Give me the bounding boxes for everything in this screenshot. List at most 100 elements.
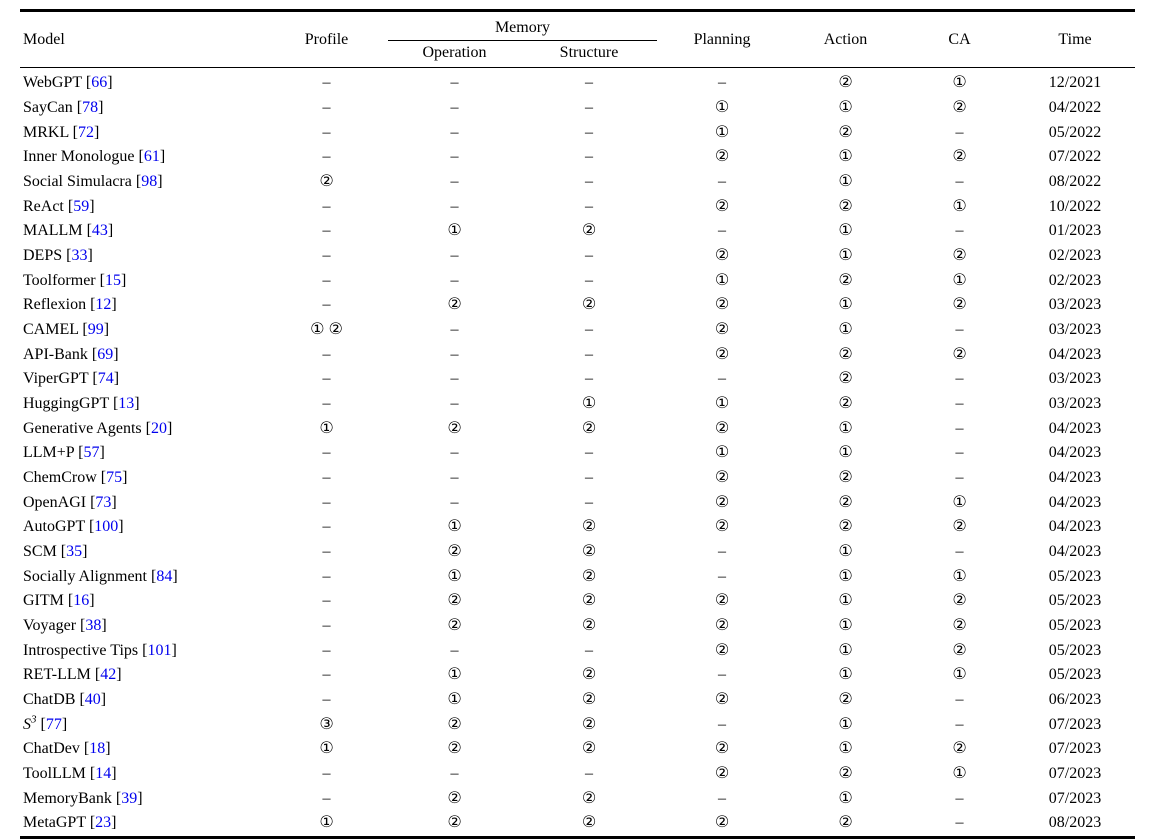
operation-cell: –: [450, 321, 459, 339]
planning-cell: ②: [714, 296, 730, 314]
table-row: SCM [35] – ② ② – ① – 04/2023: [20, 540, 1135, 565]
table-row: ReAct [59] – – – ② ② ① 10/2022: [20, 194, 1135, 219]
planning-cell: –: [718, 173, 727, 191]
profile-cell: –: [322, 444, 331, 462]
time-cell: 04/2023: [1048, 543, 1102, 561]
citation-ref-link[interactable]: 100: [94, 518, 119, 536]
table-row: ChatDev [18] ① ② ② ② ① ② 07/2023: [20, 737, 1135, 762]
model-cell: OpenAGI [73]: [20, 490, 265, 515]
time-cell: 07/2023: [1048, 715, 1102, 733]
citation-ref-link[interactable]: 42: [100, 666, 117, 684]
model-cell: WebGPT [66]: [20, 68, 265, 96]
table-row: Social Simulacra [98] ② – – – ① – 08/202…: [20, 170, 1135, 195]
citation-ref-link[interactable]: 35: [66, 543, 83, 561]
model-name: Generative Agents: [23, 419, 142, 437]
citation-ref-link[interactable]: 73: [95, 493, 112, 511]
citation-ref-link[interactable]: 43: [91, 222, 108, 240]
agents-comparison-table: Model Profile Memory Planning Action CA …: [20, 9, 1136, 839]
citation: [61]: [134, 148, 166, 166]
time-cell: 04/2023: [1048, 469, 1102, 487]
model-cell: Toolformer [15]: [20, 268, 265, 293]
citation: [101]: [138, 641, 177, 659]
table-row: ChemCrow [75] – – – ② ② – 04/2023: [20, 466, 1135, 491]
citation-ref-link[interactable]: 16: [73, 592, 90, 610]
planning-cell: –: [718, 789, 727, 807]
citation-ref-link[interactable]: 99: [87, 321, 104, 339]
ca-cell: –: [955, 691, 964, 709]
citation: [40]: [75, 691, 107, 709]
citation-ref-link[interactable]: 59: [73, 197, 90, 215]
citation-ref-link[interactable]: 72: [77, 123, 94, 141]
model-cell: ChatDB [40]: [20, 688, 265, 713]
action-cell: ②: [838, 271, 853, 289]
citation: [57]: [74, 444, 105, 462]
citation-ref-link[interactable]: 66: [91, 74, 108, 92]
citation-ref-link[interactable]: 74: [97, 370, 114, 388]
model-name: RET-LLM: [23, 666, 91, 684]
citation-ref-link[interactable]: 77: [45, 715, 62, 733]
ca-cell: –: [955, 715, 964, 733]
citation-ref-link[interactable]: 13: [118, 395, 135, 413]
profile-cell: –: [322, 197, 331, 215]
citation: [16]: [63, 592, 95, 610]
time-cell: 02/2023: [1048, 271, 1102, 289]
citation-ref-link[interactable]: 23: [95, 814, 112, 832]
action-cell: ①: [838, 444, 853, 462]
citation-ref-link[interactable]: 84: [156, 567, 173, 585]
ca-cell: ②: [952, 296, 967, 314]
profile-cell: –: [322, 789, 331, 807]
structure-cell: –: [585, 99, 593, 116]
structure-cell: ②: [581, 592, 597, 610]
planning-cell: ②: [714, 691, 730, 709]
model-cell: MetaGPT [23]: [20, 811, 265, 837]
profile-cell: ① ②: [310, 321, 343, 339]
citation-ref-link[interactable]: 101: [147, 641, 172, 659]
profile-cell: –: [322, 543, 331, 561]
citation: [43]: [82, 222, 114, 240]
operation-cell: ①: [447, 691, 462, 709]
structure-cell: –: [585, 197, 593, 215]
citation-ref-link[interactable]: 38: [85, 617, 102, 635]
time-cell: 04/2023: [1048, 518, 1102, 536]
action-cell: ②: [838, 123, 853, 141]
structure-cell: ②: [581, 691, 597, 709]
operation-cell: –: [450, 493, 459, 511]
citation: [35]: [56, 543, 88, 561]
citation-ref-link[interactable]: 18: [89, 740, 106, 758]
ca-cell: ①: [952, 271, 967, 289]
citation-ref-link[interactable]: 57: [83, 444, 100, 462]
time-cell: 05/2023: [1048, 617, 1102, 635]
model-cell: HuggingGPT [13]: [20, 392, 265, 417]
citation-ref-link[interactable]: 12: [95, 296, 112, 314]
profile-cell: –: [322, 617, 331, 635]
table-row: API-Bank [69] – – – ② ② ② 04/2023: [20, 342, 1135, 367]
citation-ref-link[interactable]: 78: [82, 99, 99, 116]
citation-ref-link[interactable]: 40: [84, 691, 101, 709]
citation-ref-link[interactable]: 20: [150, 419, 167, 437]
structure-cell: –: [585, 321, 593, 339]
model-cell: GITM [16]: [20, 589, 265, 614]
citation: [38]: [76, 617, 107, 635]
citation-ref-link[interactable]: 61: [143, 148, 160, 166]
citation-ref-link[interactable]: 14: [95, 765, 112, 783]
planning-cell: ②: [714, 814, 730, 832]
citation-ref-link[interactable]: 15: [104, 271, 121, 289]
time-cell: 04/2023: [1048, 419, 1102, 437]
table-header: Model Profile Memory Planning Action CA …: [20, 10, 1136, 68]
citation-ref-link[interactable]: 33: [71, 247, 88, 265]
ca-cell: –: [955, 123, 964, 141]
citation-ref-link[interactable]: 98: [141, 173, 158, 191]
citation: [42]: [90, 666, 122, 684]
profile-cell: –: [322, 691, 331, 709]
model-cell: SCM [35]: [20, 540, 265, 565]
structure-cell: ②: [581, 814, 597, 832]
table-row: Socially Alignment [84] – ① ② – ① ① 05/2…: [20, 564, 1135, 589]
citation-ref-link[interactable]: 69: [97, 345, 114, 363]
model-name: HuggingGPT: [23, 395, 109, 413]
citation-ref-link[interactable]: 39: [121, 789, 138, 807]
time-cell: 05/2023: [1048, 567, 1102, 585]
structure-cell: ②: [581, 518, 597, 536]
ca-cell: –: [955, 370, 964, 388]
citation-ref-link[interactable]: 75: [106, 469, 123, 487]
profile-cell: –: [322, 345, 331, 363]
